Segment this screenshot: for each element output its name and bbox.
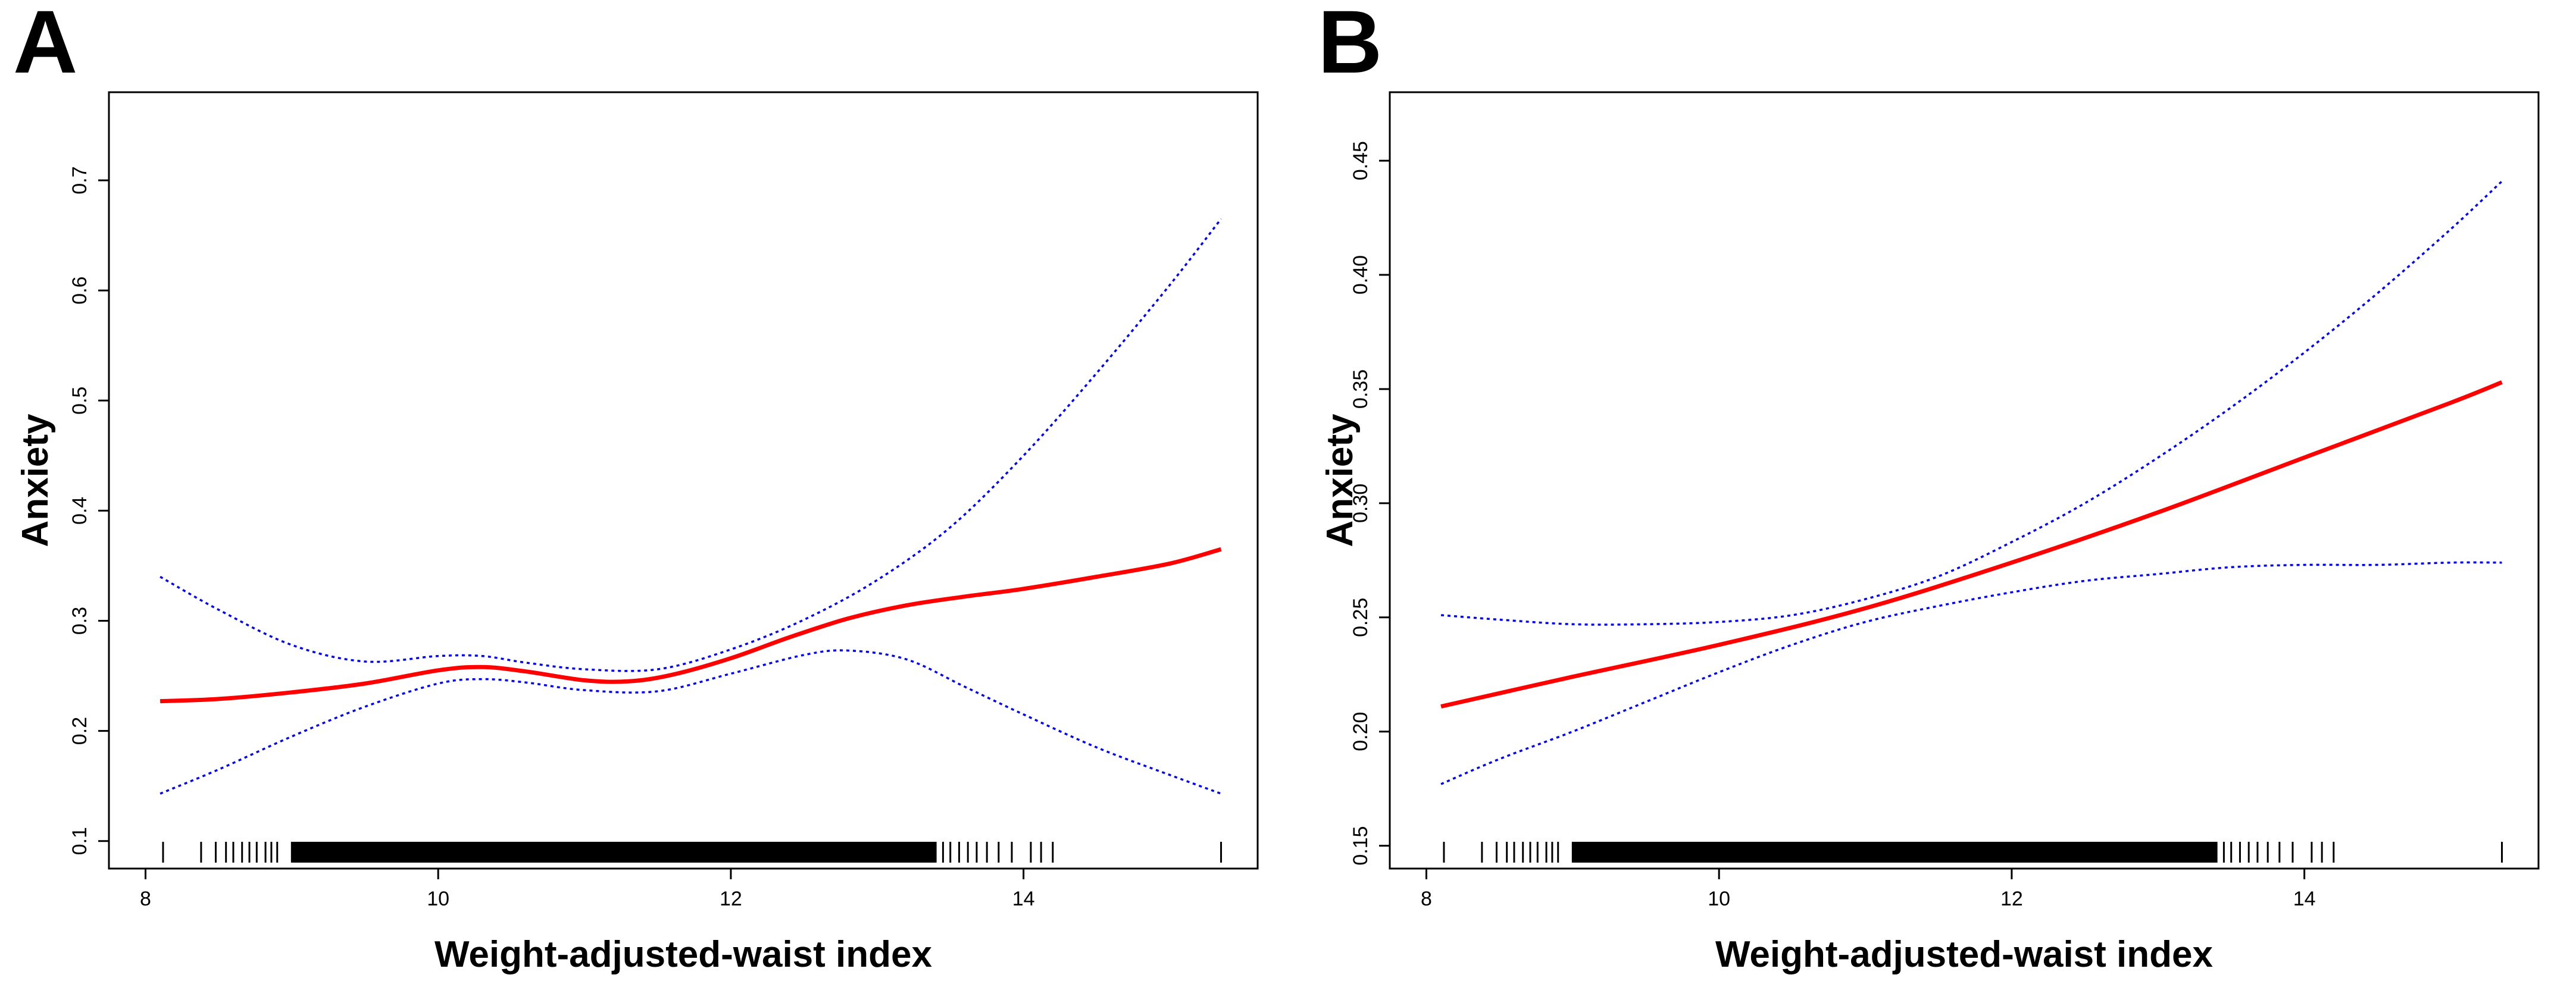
upper-ci-line [160, 218, 1222, 672]
x-tick-label: 8 [140, 888, 151, 910]
panel-b: B 8 10 12 14 0.15 0.20 0.25 0.30 0.35 0.40 0.45 Weig… [1318, 0, 2540, 975]
x-tick-label: 12 [720, 888, 742, 910]
plot-frame [1389, 91, 2540, 870]
x-tick-label: 12 [2000, 888, 2023, 910]
y-tick-label: 0.40 [1349, 255, 1372, 294]
y-tick-label: 0.25 [1349, 598, 1372, 637]
y-axis-title: Anxiety [15, 413, 56, 547]
y-tick-label: 0.5 [68, 387, 91, 415]
y-tick-label: 0.2 [68, 717, 91, 745]
y-tick-label: 0.6 [68, 277, 91, 305]
x-tick-label: 10 [427, 888, 449, 910]
lower-ci-line [160, 649, 1222, 795]
lower-ci-line [1440, 561, 2502, 785]
y-axis-title: Anxiety [1320, 413, 1361, 547]
upper-ci-line [1440, 180, 2503, 626]
y-tick-label: 0.4 [68, 497, 91, 525]
x-tick-label: 10 [1708, 888, 1730, 910]
panel-label: A [13, 0, 77, 92]
y-tick-label: 0.3 [68, 607, 91, 635]
y-tick-label: 0.45 [1349, 141, 1372, 180]
y-tick-label: 0.1 [68, 827, 91, 855]
fit-line [1440, 380, 2503, 709]
x-axis-title: Weight-adjusted-waist index [1715, 934, 2213, 975]
x-axis-title: Weight-adjusted-waist index [434, 934, 932, 975]
y-tick-label: 0.35 [1349, 369, 1372, 409]
y-tick-label: 0.15 [1349, 826, 1372, 866]
x-tick-label: 8 [1421, 888, 1432, 910]
y-tick-label: 0.7 [68, 166, 91, 194]
x-tick-label: 14 [2293, 888, 2316, 910]
panel-a: A 8 10 12 14 0.1 0.2 0.3 0.4 0.5 0.6 0.7 Weight-adju… [13, 0, 1259, 975]
x-tick-label: 14 [1012, 888, 1035, 910]
y-tick-label: 0.30 [1349, 484, 1372, 523]
plot-frame [108, 91, 1259, 870]
panel-label: B [1318, 0, 1382, 92]
y-tick-label: 0.20 [1349, 712, 1372, 751]
fit-line [160, 547, 1222, 704]
